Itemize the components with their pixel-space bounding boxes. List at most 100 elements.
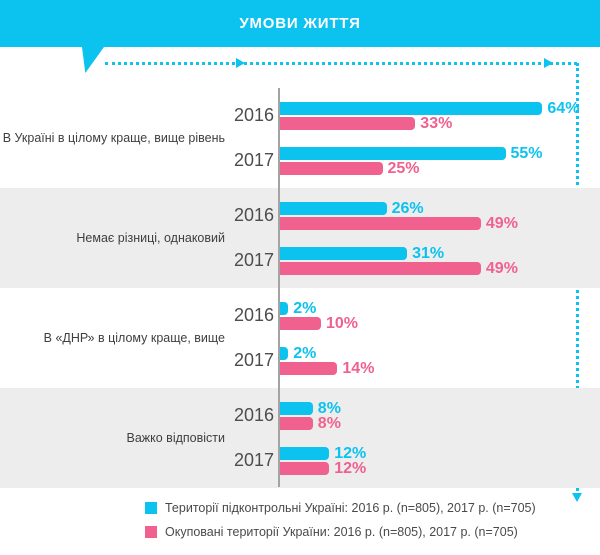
legend-label: Території підконтрольні Україні: 2016 р.…: [165, 501, 536, 515]
bar-pair: 31% 49%: [280, 244, 518, 277]
year-group: 2016 26% 49%: [230, 199, 600, 232]
year-groups: 2016 8% 8% 2017 12% 12%: [230, 388, 600, 488]
value-label: 12%: [334, 444, 367, 462]
year-groups: 2016 64% 33% 2017 55% 25%: [230, 88, 600, 188]
value-label: 12%: [334, 459, 367, 477]
bar-controlled-territories: [280, 346, 289, 360]
banner-tail-pointer: [82, 47, 104, 73]
year-group: 2016 8% 8%: [230, 399, 600, 432]
arrow-right-icon: [544, 58, 553, 68]
bar-occupied-territories: [280, 316, 321, 330]
category-label: Немає різниці, однаковий: [76, 231, 225, 245]
dotted-guide-line-horizontal: [105, 62, 577, 65]
legend-item-occupied: Окуповані території України: 2016 р. (n=…: [145, 525, 536, 539]
page-title: УМОВИ ЖИТТЯ: [239, 15, 361, 32]
bar-row: 49%: [280, 214, 518, 232]
bar-row: 8%: [280, 414, 341, 432]
value-label: 25%: [387, 159, 420, 177]
value-label: 8%: [317, 414, 341, 432]
year-label: 2017: [233, 150, 274, 170]
legend-swatch-cyan: [145, 502, 157, 514]
year-group: 2017 2% 14%: [230, 344, 600, 376]
value-label: 49%: [485, 259, 518, 277]
category-label: В Україні в цілому краще, вище рівень: [2, 131, 225, 145]
legend-item-controlled: Території підконтрольні Україні: 2016 р.…: [145, 501, 536, 515]
bar-row: 55%: [280, 144, 543, 162]
value-label: 31%: [412, 244, 445, 262]
bar-occupied-territories: [280, 416, 313, 430]
bar-pair: 55% 25%: [280, 144, 543, 177]
bar-controlled-territories: [280, 301, 289, 315]
category-label: В «ДНР» в цілому краще, вище: [43, 331, 225, 345]
bar-row: 49%: [280, 259, 518, 277]
bar-pair: 2% 14%: [280, 344, 374, 376]
year-groups: 2016 26% 49% 2017 31% 49%: [230, 188, 600, 288]
bar-pair: 8% 8%: [280, 399, 341, 432]
bar-row: 26%: [280, 199, 518, 217]
bar-pair: 12% 12%: [280, 444, 367, 477]
value-label: 33%: [420, 114, 453, 132]
year-label: 2017: [233, 450, 274, 470]
bar-controlled-territories: [280, 201, 387, 215]
category-label: Важко відповісти: [126, 431, 226, 445]
value-label: 10%: [326, 314, 359, 332]
bar-row: 33%: [280, 114, 579, 132]
year-group: 2017 12% 12%: [230, 444, 600, 477]
bar-controlled-territories: [280, 446, 330, 460]
bar-occupied-territories: [280, 461, 330, 475]
arrow-right-icon: [236, 58, 245, 68]
value-label: 2%: [293, 299, 317, 317]
legend: Території підконтрольні Україні: 2016 р.…: [145, 501, 536, 539]
arrow-down-icon: [572, 493, 582, 502]
bar-occupied-territories: [280, 261, 481, 275]
bar-row: 12%: [280, 444, 367, 462]
year-group: 2017 31% 49%: [230, 244, 600, 277]
value-label: 64%: [547, 99, 580, 117]
year-label: 2016: [233, 405, 274, 425]
category-section: В «ДНР» в цілому краще, вище 2016 2% 10% 201…: [0, 288, 600, 388]
legend-swatch-pink: [145, 526, 157, 538]
value-label: 26%: [391, 199, 424, 217]
bar-occupied-territories: [280, 361, 338, 375]
value-label: 8%: [317, 399, 341, 417]
value-label: 55%: [510, 144, 543, 162]
year-label: 2017: [233, 250, 274, 270]
year-label: 2016: [233, 205, 274, 225]
bar-row: 10%: [280, 314, 359, 332]
bar-occupied-territories: [280, 116, 416, 130]
value-label: 49%: [485, 214, 518, 232]
value-label: 2%: [293, 344, 317, 362]
year-group: 2016 2% 10%: [230, 299, 600, 332]
title-banner: УМОВИ ЖИТТЯ: [0, 0, 600, 47]
year-group: 2016 64% 33%: [230, 99, 600, 132]
bar-row: 14%: [280, 360, 374, 376]
bar-controlled-territories: [280, 101, 543, 115]
bar-row: 12%: [280, 459, 367, 477]
bar-row: 2%: [280, 344, 374, 362]
bar-row: 25%: [280, 159, 543, 177]
year-group: 2017 55% 25%: [230, 144, 600, 177]
bar-row: 31%: [280, 244, 518, 262]
category-section: Важко відповісти 2016 8% 8% 2017 12% 12%: [0, 388, 600, 488]
bar-chart: В Україні в цілому краще, вище рівень 201…: [0, 88, 600, 488]
category-section: Немає різниці, однаковий 2016 26% 49% 2017 31…: [0, 188, 600, 288]
year-label: 2016: [233, 105, 274, 125]
legend-label: Окуповані території України: 2016 р. (n=…: [165, 525, 518, 539]
axis-line: [278, 88, 280, 487]
year-groups: 2016 2% 10% 2017 2% 14%: [230, 288, 600, 388]
bar-row: 64%: [280, 99, 580, 117]
bar-controlled-territories: [280, 401, 313, 415]
bar-pair: 64% 33%: [280, 99, 580, 132]
bar-occupied-territories: [280, 161, 383, 175]
bar-controlled-territories: [280, 146, 506, 160]
year-label: 2016: [233, 305, 274, 325]
bar-occupied-territories: [280, 216, 481, 230]
category-section: В Україні в цілому краще, вище рівень 201…: [0, 88, 600, 188]
bar-row: 2%: [280, 299, 358, 317]
bar-row: 8%: [280, 399, 341, 417]
bar-pair: 26% 49%: [280, 199, 518, 232]
year-label: 2017: [233, 350, 274, 370]
bar-controlled-territories: [280, 246, 408, 260]
bar-pair: 2% 10%: [280, 299, 359, 332]
